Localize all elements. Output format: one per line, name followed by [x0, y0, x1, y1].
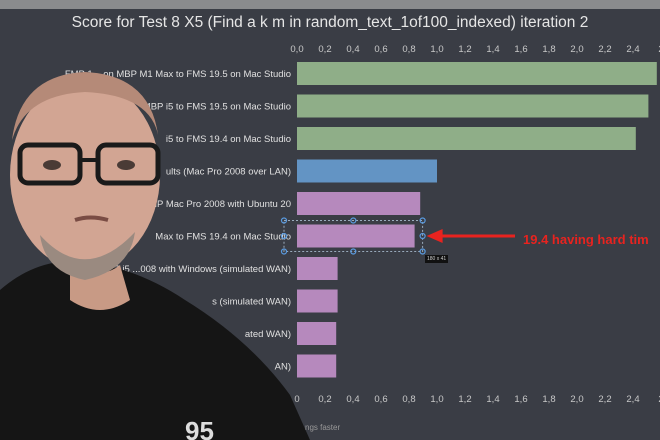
bottom-tick-label: 1,8: [542, 394, 555, 405]
category-label: MBP i5 to FMS 19.5 on Mac Studio: [143, 102, 291, 113]
category-label: ated WAN): [245, 329, 291, 340]
top-tick-label: 2,4: [626, 44, 639, 55]
bar: [297, 94, 649, 118]
bar: [297, 127, 636, 150]
top-tick-label: 0,8: [402, 44, 415, 55]
bottom-tick-label: 1,6: [514, 394, 527, 405]
bar: [297, 224, 415, 248]
top-tick-label: 1,0: [430, 44, 443, 55]
bar: [297, 62, 657, 85]
top-tick-label: 0,4: [346, 44, 359, 55]
selection-handle: [419, 217, 426, 224]
bottom-tick-label: 0,2: [318, 394, 331, 405]
bar: [297, 159, 437, 183]
selection-handle: [280, 248, 288, 255]
bar: [297, 322, 337, 345]
category-label: MP Mac Pro 2008 with Ubuntu 20: [149, 199, 291, 210]
annotation-arrow-head: [426, 229, 443, 243]
selection-handle: [280, 232, 288, 240]
selection-handle: [280, 217, 288, 224]
bar: [297, 192, 421, 215]
category-label: ults (Mac Pro 2008 over LAN): [166, 167, 291, 178]
top-tick-label: 1,4: [486, 44, 499, 55]
top-tick-label: 1,6: [514, 44, 527, 55]
category-label: Max to FMS 19.4 on Mac Studio: [155, 232, 291, 243]
category-label: P i5 ...008 with Windows (simulated WAN): [114, 264, 291, 275]
top-tick-label: 0,0: [290, 44, 303, 55]
selection-handle: [350, 248, 357, 255]
category-label: i5 to FMS 19.4 on Mac Studio: [166, 134, 291, 145]
bottom-tick-label: 2,2: [598, 394, 611, 405]
category-label: FMP 1... on MBP M1 Max to FMS 19.5 on Ma…: [65, 69, 291, 80]
bottom-tick-label: 0,8: [402, 394, 415, 405]
bottom-tick-label: 1,2: [458, 394, 471, 405]
selection-handle: [419, 248, 426, 255]
bottom-tick-label: 2: [658, 394, 660, 405]
selection-handle: [419, 232, 426, 240]
top-tick-label: 2,0: [570, 44, 583, 55]
top-tick-label: 1,2: [458, 44, 471, 55]
bottom-tick-label: 0: [294, 394, 299, 405]
selection-size-tooltip: 180 x 41: [425, 255, 449, 263]
svg-text:95: 95: [185, 416, 214, 440]
window-top-bar: [0, 0, 660, 9]
bottom-tick-label: 2,4: [626, 394, 639, 405]
bottom-tick-label: 1,4: [486, 394, 499, 405]
top-tick-label: 2: [658, 44, 660, 55]
bottom-tick-label: 0,6: [374, 394, 387, 405]
top-tick-label: 1,8: [542, 44, 555, 55]
selection-box: [283, 220, 424, 252]
top-tick-label: 0,2: [318, 44, 331, 55]
bar: [297, 257, 338, 280]
annotation-label: 19.4 having hard tim: [523, 232, 649, 247]
bar: [297, 354, 337, 378]
bottom-tick-label: 1,0: [430, 394, 443, 405]
category-label: s (simulated WAN): [212, 297, 291, 308]
x-axis-label: ngs faster: [305, 423, 341, 432]
bottom-tick-label: 0,4: [346, 394, 359, 405]
category-label: AN): [275, 362, 291, 373]
bar: [297, 289, 338, 313]
chart-title: Score for Test 8 X5 (Find a k m in rando…: [71, 14, 589, 31]
bottom-tick-label: 2,0: [570, 394, 583, 405]
top-tick-label: 0,6: [374, 44, 387, 55]
top-tick-label: 2,2: [598, 44, 611, 55]
selection-handle: [350, 217, 357, 224]
